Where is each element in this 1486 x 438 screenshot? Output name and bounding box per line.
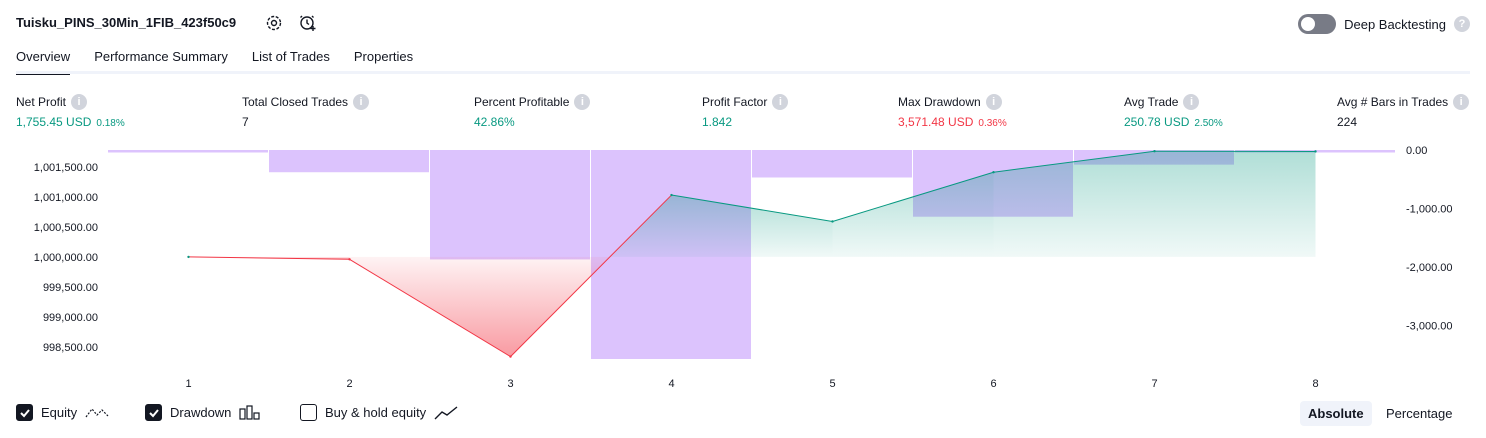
equity-point: [1153, 150, 1156, 153]
stat-net-profit: Net Profit i 1,755.45 USD 0.18%: [16, 94, 125, 129]
x-axis-tick-label: 8: [1312, 378, 1318, 390]
stat-value: 7: [242, 115, 249, 129]
x-axis-tick-label: 1: [185, 378, 191, 390]
left-axis-tick-label: 1,001,500.00: [34, 162, 98, 174]
x-axis-tick-label: 2: [346, 378, 352, 390]
tab-properties[interactable]: Properties: [353, 49, 414, 64]
stat-percent: 2.50%: [1194, 118, 1223, 129]
add-alert-icon[interactable]: [298, 13, 318, 33]
buy-hold-legend-label: Buy & hold equity: [325, 405, 427, 420]
stat-avg-trade: Avg Trade i 250.78 USD 2.50%: [1124, 94, 1223, 129]
stat-label: Net Profit: [16, 95, 67, 109]
stat-label: Max Drawdown: [898, 95, 981, 109]
drawdown-checkbox[interactable]: [145, 404, 162, 421]
right-axis-tick-label: 0.00: [1406, 145, 1427, 157]
left-axis-tick-label: 1,001,000.00: [34, 192, 98, 204]
info-icon[interactable]: i: [1453, 94, 1470, 110]
profit-area: [1154, 151, 1316, 257]
drawdown-bars-icon: [239, 404, 261, 420]
x-axis-tick-label: 4: [668, 378, 674, 390]
percentage-mode-button[interactable]: Percentage: [1386, 406, 1453, 421]
profit-area: [993, 151, 1155, 257]
x-axis-tick-label: 5: [829, 378, 835, 390]
equity-point: [670, 193, 673, 197]
right-axis-tick-label: -1,000.00: [1406, 204, 1452, 216]
profit-area: [832, 172, 994, 257]
stat-value: 3,571.48 USD: [898, 115, 974, 129]
stat-label: Total Closed Trades: [242, 95, 349, 109]
equity-point: [187, 255, 190, 259]
deep-backtesting-label: Deep Backtesting: [1344, 16, 1446, 32]
settings-icon[interactable]: [264, 13, 284, 33]
equity-checkbox[interactable]: [16, 404, 33, 421]
stat-label: Percent Profitable: [474, 95, 570, 109]
info-icon[interactable]: i: [574, 94, 591, 110]
help-icon[interactable]: ?: [1454, 16, 1470, 32]
left-axis-tick-label: 998,500.00: [43, 342, 98, 354]
tab-list-of-trades[interactable]: List of Trades: [251, 49, 330, 64]
drawdown-legend-label: Drawdown: [170, 405, 232, 420]
stat-label: Avg Trade: [1124, 95, 1179, 109]
right-axis-tick-label: -3,000.00: [1406, 321, 1452, 333]
absolute-mode-button[interactable]: Absolute: [1300, 401, 1372, 426]
drawdown-bar: [430, 150, 590, 260]
stat-profit-factor: Profit Factor i 1.842: [702, 94, 789, 129]
left-axis-tick-label: 999,000.00: [43, 312, 98, 324]
stat-value: 224: [1337, 115, 1358, 129]
x-axis-tick-label: 7: [1151, 378, 1157, 390]
stat-avg-bars: Avg # Bars in Trades i 224: [1337, 94, 1470, 129]
x-axis-tick-label: 3: [507, 378, 513, 390]
stat-percent-profitable: Percent Profitable i 42.86%: [474, 94, 591, 129]
x-axis-tick-label: 6: [990, 378, 996, 390]
info-icon[interactable]: i: [1183, 94, 1200, 110]
equity-drawdown-chart: 1,001,500.00 1,001,000.00 1,000,500.00 1,00…: [34, 145, 1453, 390]
tab-performance-summary[interactable]: Performance Summary: [94, 49, 228, 64]
drawdown-bar: [108, 150, 268, 153]
info-icon[interactable]: i: [71, 94, 88, 110]
stat-value: 1.842: [702, 115, 733, 129]
equity-point: [831, 220, 834, 223]
stat-total-closed-trades: Total Closed Trades i 7: [242, 94, 370, 129]
equity-segment: [832, 171, 994, 222]
buy-hold-line-icon: [434, 405, 458, 419]
info-icon[interactable]: i: [772, 94, 789, 110]
buy-hold-checkbox[interactable]: [300, 404, 317, 421]
right-axis-tick-label: -2,000.00: [1406, 262, 1452, 274]
stat-value: 1,755.45 USD: [16, 115, 92, 129]
left-axis-tick-label: 999,500.00: [43, 282, 98, 294]
stat-max-drawdown: Max Drawdown i 3,571.48 USD 0.36%: [898, 94, 1007, 129]
stat-percent: 0.36%: [978, 118, 1007, 129]
left-axis-tick-label: 1,000,000.00: [34, 252, 98, 264]
strategy-title: Tuisku_PINS_30Min_1FIB_423f50c9: [16, 15, 237, 30]
equity-segment: [671, 194, 833, 222]
deep-backtesting-toggle[interactable]: [1298, 14, 1337, 34]
equity-segment: [510, 194, 672, 357]
equity-point: [509, 355, 512, 358]
stat-value: 42.86%: [474, 115, 515, 129]
equity-point: [348, 258, 351, 261]
drawdown-bar: [269, 150, 429, 173]
profit-area: [671, 195, 833, 257]
info-icon[interactable]: i: [353, 94, 370, 110]
stat-value: 250.78 USD: [1124, 115, 1190, 129]
info-icon[interactable]: i: [985, 94, 1002, 110]
equity-segment: [993, 150, 1155, 173]
equity-segment: [349, 258, 511, 358]
tabs-divider: [16, 71, 1470, 74]
equity-line-icon: [85, 407, 109, 417]
drawdown-bar: [752, 150, 912, 178]
stat-percent: 0.18%: [96, 118, 125, 129]
stat-label: Avg # Bars in Trades: [1337, 95, 1449, 109]
equity-segment: [188, 256, 350, 260]
equity-point: [1314, 150, 1317, 153]
loss-area: [349, 256, 511, 357]
equity-point: [992, 171, 995, 174]
stat-label: Profit Factor: [702, 95, 768, 109]
left-axis-tick-label: 1,000,500.00: [34, 222, 98, 234]
equity-legend-label: Equity: [41, 405, 78, 420]
